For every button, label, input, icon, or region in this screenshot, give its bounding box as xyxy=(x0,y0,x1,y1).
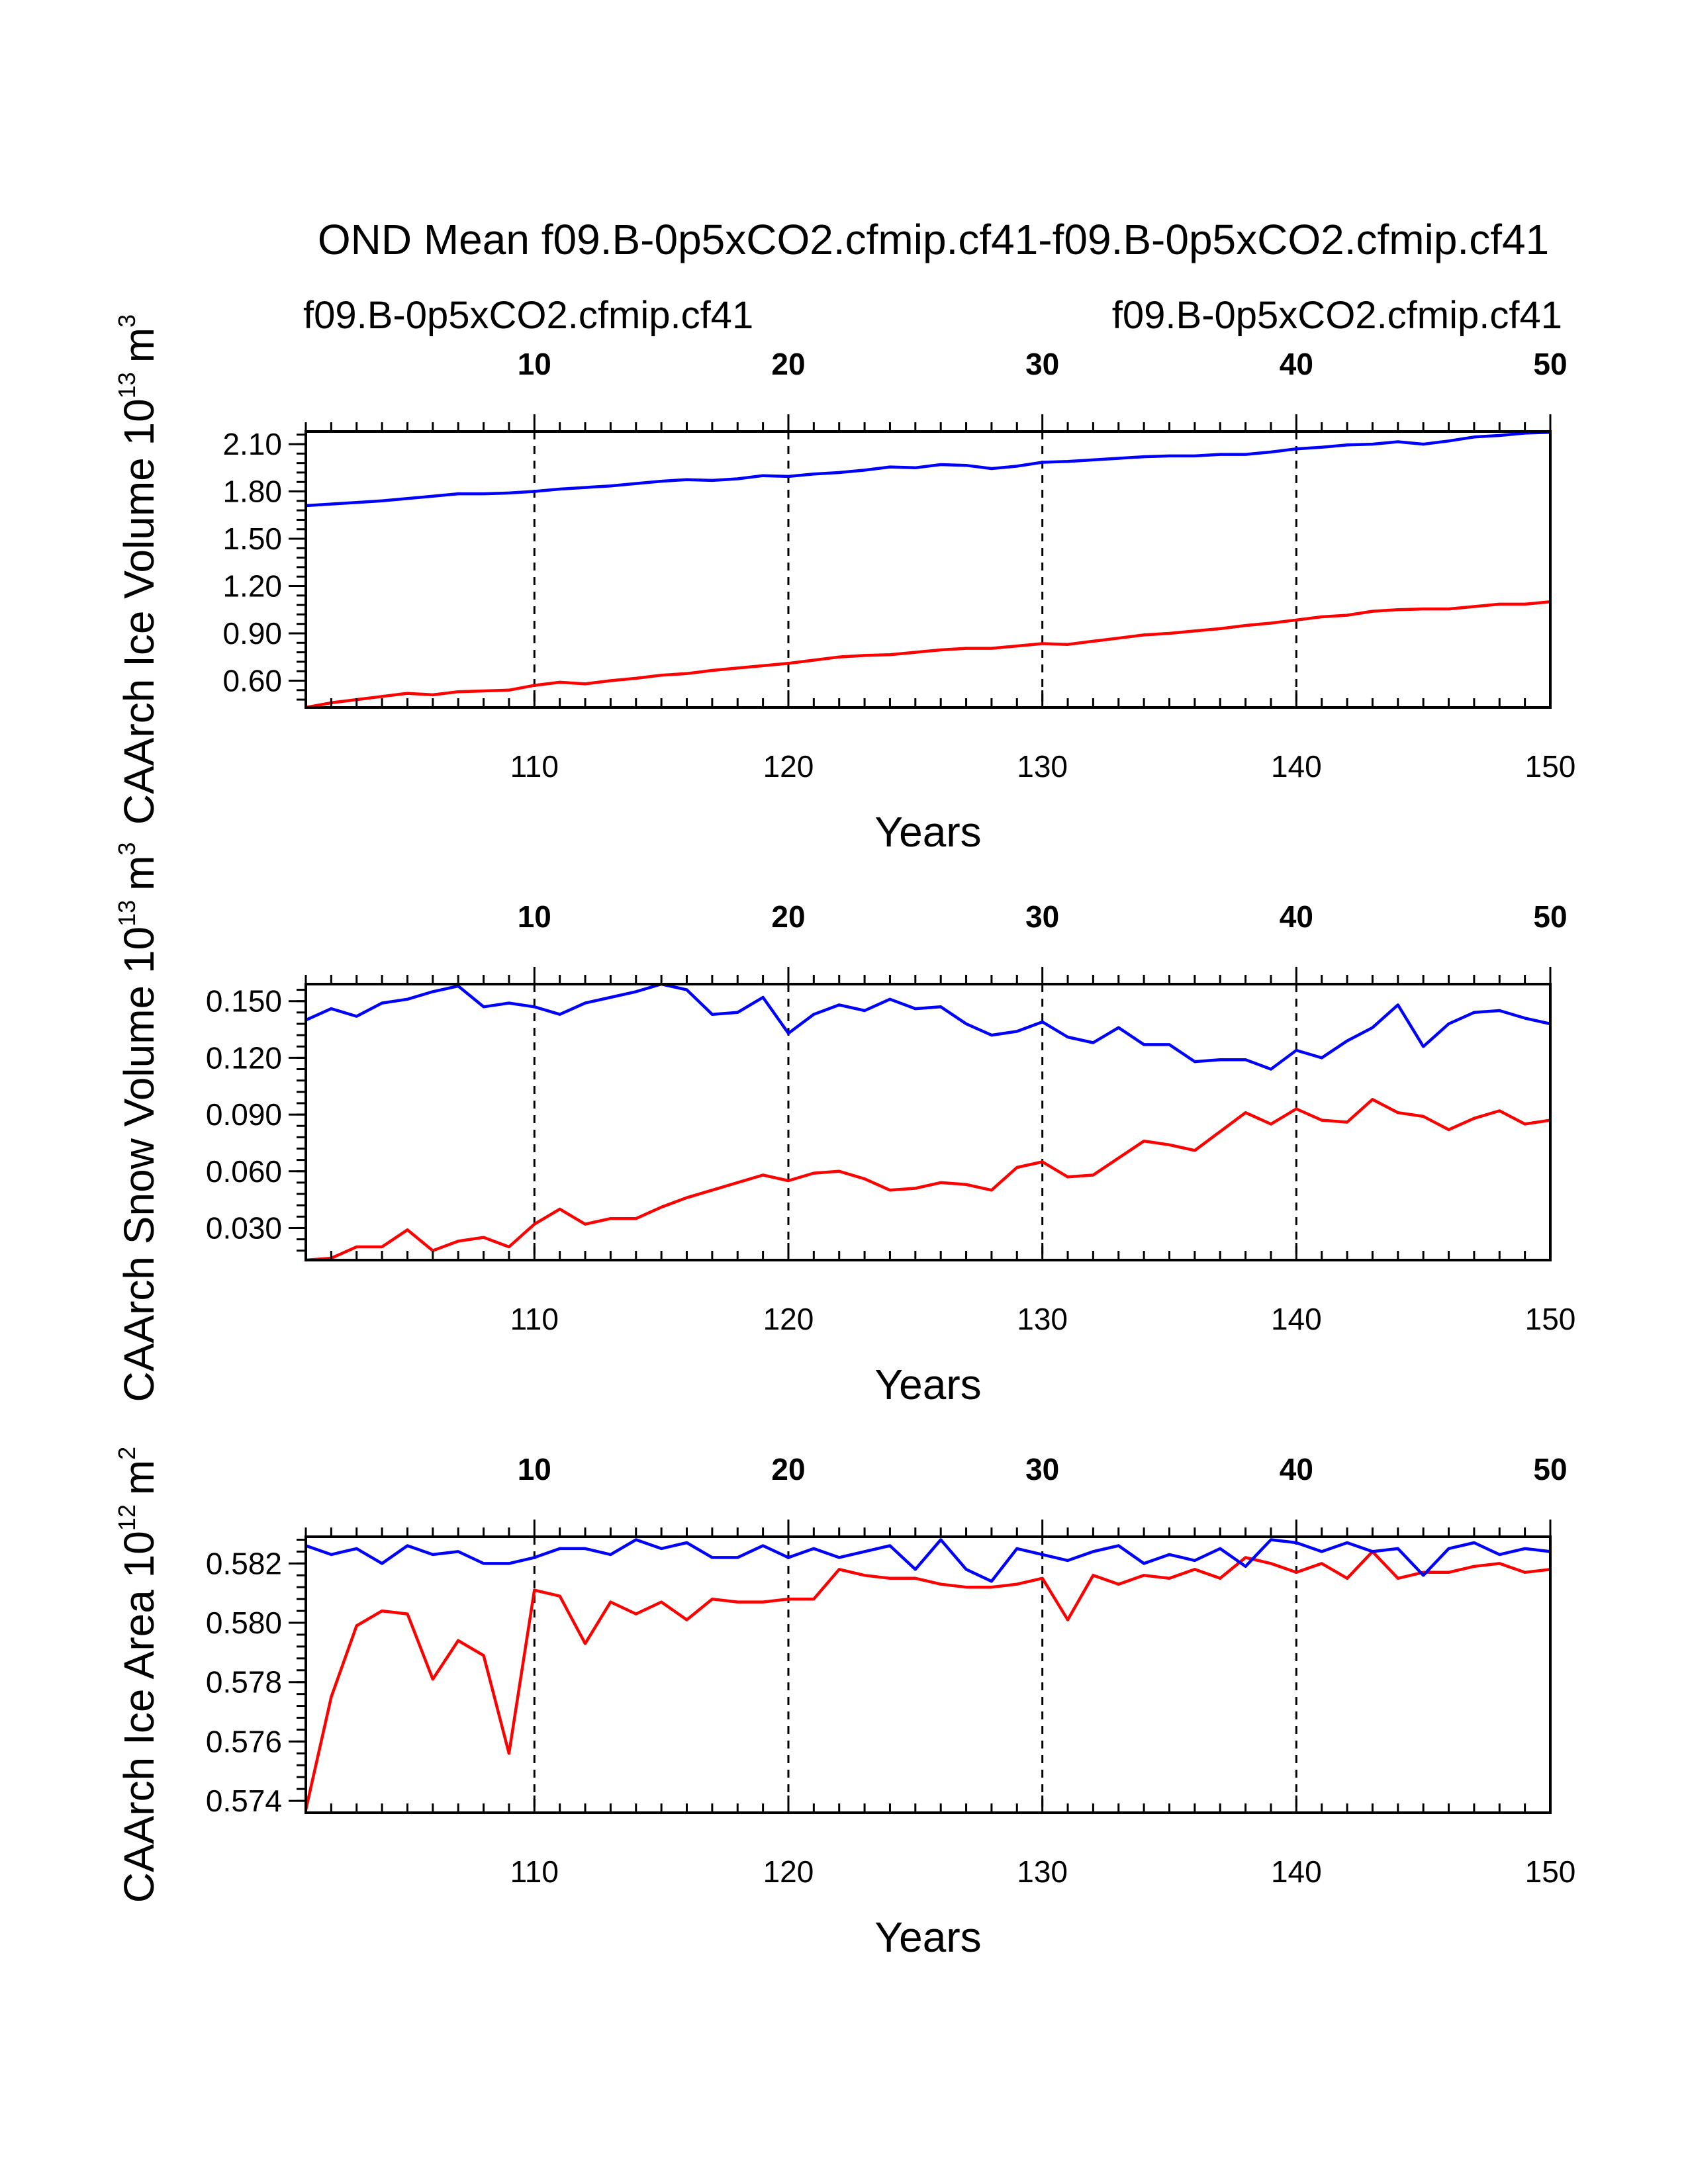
x-tick-label-bottom: 150 xyxy=(1525,749,1576,784)
x-tick-label-bottom: 110 xyxy=(510,749,559,784)
plot-frame xyxy=(305,1535,1552,1814)
y-axis-title-unit-exp: 2 xyxy=(113,1447,140,1460)
x-tick-label-top: 10 xyxy=(518,347,551,381)
y-axis-title: CAArch Snow Volume 1013 m3 xyxy=(113,842,163,1402)
series-line-red xyxy=(305,600,1551,709)
figure-title: OND Mean f09.B-0p5xCO2.cfmip.cf41-f09.B-… xyxy=(318,216,1549,263)
x-axis-title: Years xyxy=(874,1913,981,1961)
y-tick-label: 0.150 xyxy=(206,984,282,1019)
x-tick-label-bottom: 110 xyxy=(510,1854,559,1889)
x-tick-label-top: 40 xyxy=(1280,347,1313,381)
x-tick-label-top: 20 xyxy=(771,1452,805,1486)
series-line-blue xyxy=(305,430,1551,508)
x-tick-label-top: 10 xyxy=(518,1452,551,1486)
x-tick-label-bottom: 140 xyxy=(1271,1854,1322,1889)
y-axis-title-unit: m xyxy=(115,856,163,891)
y-tick-label: 0.582 xyxy=(206,1546,282,1580)
y-axis-title-unit: m xyxy=(115,1460,163,1495)
y-tick-label: 0.578 xyxy=(206,1665,282,1700)
y-tick-label: 1.80 xyxy=(222,475,282,509)
x-tick-label-top: 30 xyxy=(1025,899,1059,934)
x-tick-label-bottom: 140 xyxy=(1271,1302,1322,1336)
chart-panel-3: 0.582 0.580 0.578 0.576 0.574 110 120 130 140 150… xyxy=(113,1447,1575,1961)
y-tick-label: 1.20 xyxy=(222,569,282,604)
x-tick-label-bottom: 120 xyxy=(763,1302,814,1336)
y-axis-title: CAArch Ice Volume 1013 m3 xyxy=(113,314,163,825)
legend-left-label: f09.B-0p5xCO2.cfmip.cf41 xyxy=(303,294,753,337)
y-tick-label: 0.060 xyxy=(206,1154,282,1189)
series-line-red xyxy=(304,1550,1551,1810)
y-axis-title-main: CAArch Ice Area 10 xyxy=(115,1531,163,1903)
x-tick-label-top: 10 xyxy=(518,899,551,934)
legend-right-label: f09.B-0p5xCO2.cfmip.cf41 xyxy=(1112,294,1562,337)
y-axis-title-unit-exp: 3 xyxy=(113,842,140,856)
x-tick-label-bottom: 130 xyxy=(1017,749,1068,784)
plot-frame xyxy=(305,430,1552,709)
x-tick-label-bottom: 120 xyxy=(763,749,814,784)
x-tick-label-bottom: 110 xyxy=(510,1302,559,1336)
x-tick-label-bottom: 130 xyxy=(1017,1854,1068,1889)
x-tick-label-bottom: 150 xyxy=(1525,1302,1576,1336)
y-axis-title-exp: 13 xyxy=(113,372,140,398)
x-tick-label-top: 30 xyxy=(1025,1452,1059,1486)
y-tick-label: 2.10 xyxy=(222,427,282,461)
x-tick-label-top: 50 xyxy=(1533,899,1567,934)
x-tick-label-top: 20 xyxy=(771,899,805,934)
y-axis-title-unit: m xyxy=(115,328,163,363)
y-tick-label: 1.50 xyxy=(222,522,282,556)
x-axis-title: Years xyxy=(874,808,981,856)
chart-panel-2: 0.150 0.120 0.090 0.060 0.030 110 120 130 140 150… xyxy=(113,842,1575,1408)
y-tick-label: 0.120 xyxy=(206,1040,282,1075)
x-axis-title: Years xyxy=(874,1361,981,1408)
y-axis-title-exp: 13 xyxy=(113,900,140,927)
y-axis-title: CAArch Ice Area 1012 m2 xyxy=(113,1447,163,1903)
chart-panel-1: 2.10 1.80 1.50 1.20 0.90 0.60 110 120 130 140 150 1… xyxy=(113,314,1575,856)
y-axis-title-exp: 12 xyxy=(113,1504,140,1531)
x-tick-label-top: 40 xyxy=(1280,899,1313,934)
series-line-blue xyxy=(305,1538,1551,1583)
y-axis-title-unit-exp: 3 xyxy=(113,314,140,328)
y-tick-label: 0.576 xyxy=(206,1724,282,1758)
x-tick-label-top: 50 xyxy=(1533,347,1567,381)
x-tick-label-bottom: 120 xyxy=(763,1854,814,1889)
x-tick-label-top: 30 xyxy=(1025,347,1059,381)
y-tick-label: 0.090 xyxy=(206,1097,282,1132)
y-tick-label: 0.580 xyxy=(206,1606,282,1640)
x-tick-label-top: 40 xyxy=(1280,1452,1313,1486)
panels: 2.10 1.80 1.50 1.20 0.90 0.60 110 120 130 140 150 1… xyxy=(113,314,1575,1961)
y-tick-label: 0.60 xyxy=(222,663,282,698)
x-tick-label-bottom: 140 xyxy=(1271,749,1322,784)
series-line-red xyxy=(305,1097,1551,1262)
y-tick-label: 0.90 xyxy=(222,616,282,651)
x-tick-label-bottom: 150 xyxy=(1525,1854,1576,1889)
x-tick-label-top: 50 xyxy=(1533,1452,1567,1486)
y-axis-title-main: CAArch Ice Volume 10 xyxy=(115,398,163,825)
y-axis-title-main: CAArch Snow Volume 10 xyxy=(115,927,163,1402)
y-tick-label: 0.574 xyxy=(206,1784,282,1818)
x-tick-label-top: 20 xyxy=(771,347,805,381)
series-line-blue xyxy=(305,982,1551,1071)
x-tick-label-bottom: 130 xyxy=(1017,1302,1068,1336)
y-tick-label: 0.030 xyxy=(206,1210,282,1245)
plot-frame xyxy=(305,983,1552,1261)
